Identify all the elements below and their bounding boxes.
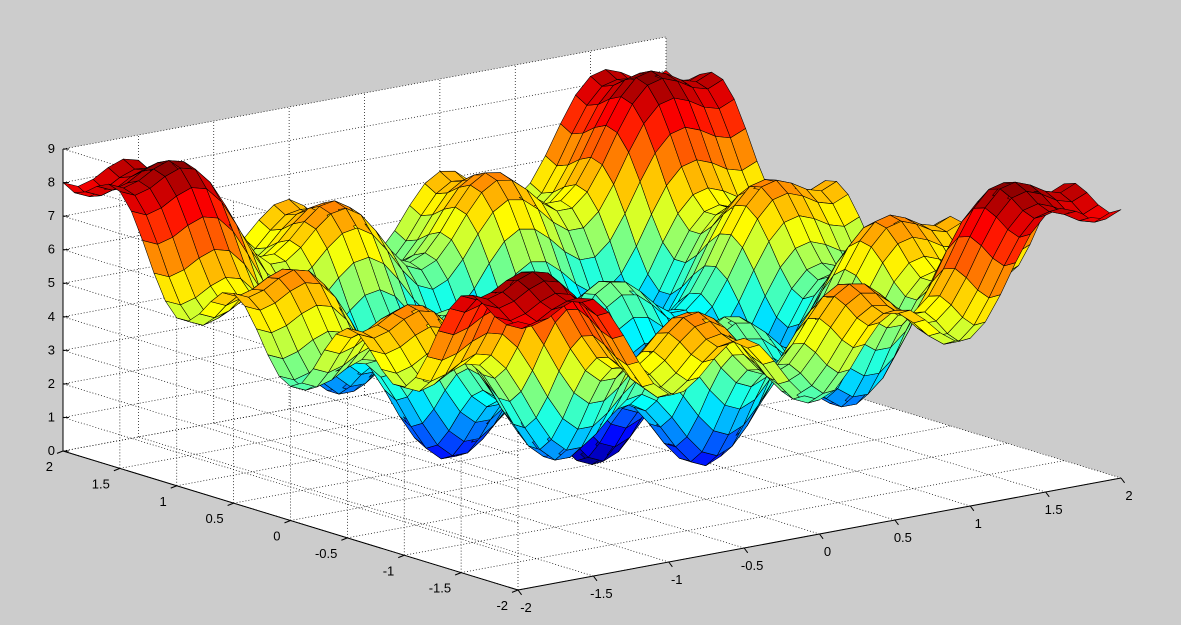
y-axis-tick bbox=[227, 502, 234, 506]
grid-line-x-floor bbox=[289, 408, 745, 549]
x-tick-label: -0.5 bbox=[741, 558, 763, 573]
x-tick-label: 1 bbox=[975, 516, 982, 531]
y-tick-label: 1 bbox=[160, 494, 167, 509]
y-tick-label: -1 bbox=[383, 563, 395, 578]
y-axis-tick bbox=[398, 554, 405, 559]
y-tick-label: -1.5 bbox=[429, 581, 451, 596]
x-axis-tick bbox=[819, 533, 824, 540]
grid-line-z-back bbox=[62, 36, 667, 150]
z-tick-label: 1 bbox=[48, 409, 55, 424]
x-tick-label: 0 bbox=[824, 544, 831, 559]
grid-line-x-floor bbox=[138, 436, 594, 577]
x-axis-tick bbox=[743, 547, 749, 554]
y-axis-tick bbox=[511, 589, 519, 593]
x-axis-tick bbox=[1045, 491, 1050, 498]
z-tick-label: 0 bbox=[48, 443, 55, 458]
y-axis-tick bbox=[170, 485, 177, 489]
z-tick-label: 6 bbox=[48, 242, 55, 257]
x-tick-label: -1 bbox=[671, 572, 683, 587]
x-axis-tick bbox=[969, 505, 975, 512]
grid-line-y-floor bbox=[461, 460, 1065, 573]
z-tick-label: 3 bbox=[48, 342, 55, 357]
grid-line-z-side bbox=[62, 417, 519, 557]
x-axis-tick bbox=[592, 575, 598, 582]
z-tick-label: 2 bbox=[48, 376, 55, 391]
surface-patch bbox=[1094, 209, 1122, 223]
y-tick-label: 0.5 bbox=[206, 511, 224, 526]
x-tick-label: -1.5 bbox=[590, 586, 612, 601]
x-tick-label: 0.5 bbox=[894, 530, 912, 545]
surface-mesh bbox=[62, 69, 1122, 466]
x-axis-tick bbox=[1120, 477, 1125, 484]
grid-line-z-side bbox=[62, 383, 519, 524]
y-tick-label: 0 bbox=[273, 529, 280, 544]
y-tick-label: -2 bbox=[496, 598, 508, 613]
y-tick-label: -0.5 bbox=[315, 546, 337, 561]
y-tick-label: 2 bbox=[46, 459, 53, 474]
z-tick-label: 4 bbox=[48, 309, 55, 324]
y-axis-tick bbox=[284, 520, 291, 524]
y-axis-tick bbox=[454, 572, 462, 576]
x-axis-tick bbox=[517, 589, 522, 596]
x-tick-label: -2 bbox=[520, 600, 532, 615]
x-axis-tick bbox=[668, 561, 673, 568]
grid-line-y-floor bbox=[347, 425, 951, 539]
z-tick-label: 8 bbox=[48, 175, 55, 190]
y-tick-label: 1.5 bbox=[92, 476, 110, 491]
z-tick-label: 5 bbox=[48, 275, 55, 290]
grid-line-y-floor bbox=[404, 442, 1008, 556]
z-tick-label: 9 bbox=[48, 141, 55, 156]
grid-line-z-back bbox=[62, 338, 667, 452]
x-tick-label: 2 bbox=[1125, 488, 1132, 503]
y-axis-tick bbox=[56, 450, 64, 454]
x-axis-tick bbox=[894, 519, 899, 526]
x-tick-label: 1.5 bbox=[1045, 502, 1063, 517]
grid-line-z-side bbox=[62, 349, 519, 490]
tick-labels: -2 -1.5 -1 -0.5 0 0.5 1 1.5 2 -2 -1.5 -1 -0.5 0 0.5 1 1.… bbox=[46, 141, 1133, 615]
axis-lines bbox=[56, 148, 1125, 596]
y-axis-tick bbox=[341, 537, 348, 541]
y-axis-tick bbox=[113, 467, 121, 472]
z-tick-label: 7 bbox=[48, 208, 55, 223]
